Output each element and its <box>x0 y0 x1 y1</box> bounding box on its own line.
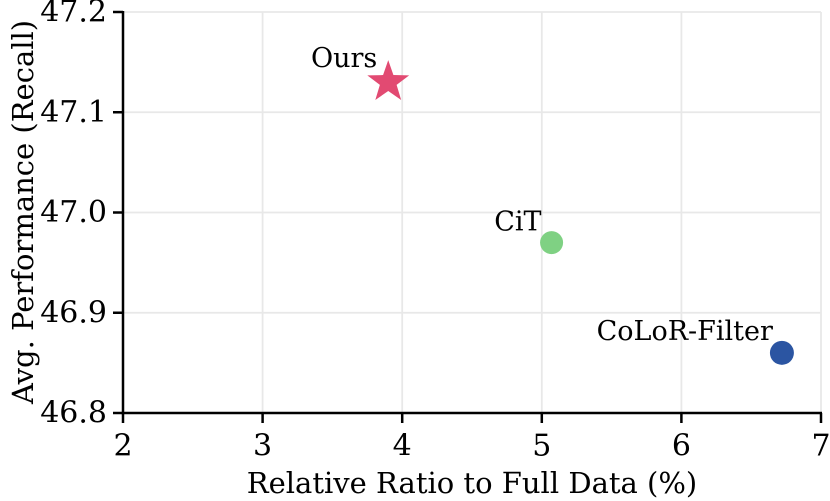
x-tick-label: 2 <box>113 429 132 464</box>
tick-labels: 2 3 4 5 6 7 46.8 46.9 47.0 47.1 47.2 <box>40 0 830 464</box>
x-axis-title: Relative Ratio to Full Data (%) <box>247 466 697 500</box>
x-tick-label: 5 <box>532 429 551 464</box>
data-point-cit <box>540 231 564 255</box>
data-points: Ours CiT CoLoR-Filter <box>311 43 794 365</box>
x-tick-label: 4 <box>393 429 412 464</box>
data-point-color-filter <box>769 340 794 365</box>
y-axis-title: Avg. Performance (Recall) <box>6 20 40 405</box>
x-tick-label: 3 <box>253 429 272 464</box>
x-tick-label: 7 <box>811 429 830 464</box>
point-label-cit: CiT <box>494 207 541 238</box>
x-tick-label: 6 <box>672 429 691 464</box>
point-label-color-filter: CoLoR-Filter <box>597 316 773 347</box>
y-tick-label: 46.9 <box>40 295 107 330</box>
gridlines <box>123 12 821 413</box>
y-tick-label: 47.1 <box>40 95 107 130</box>
y-tick-label: 47.0 <box>40 195 107 230</box>
tick-marks <box>113 10 823 423</box>
data-point-ours <box>367 60 410 100</box>
y-tick-label: 46.8 <box>40 396 107 431</box>
point-label-ours: Ours <box>311 43 377 74</box>
y-tick-label: 47.2 <box>40 0 107 30</box>
